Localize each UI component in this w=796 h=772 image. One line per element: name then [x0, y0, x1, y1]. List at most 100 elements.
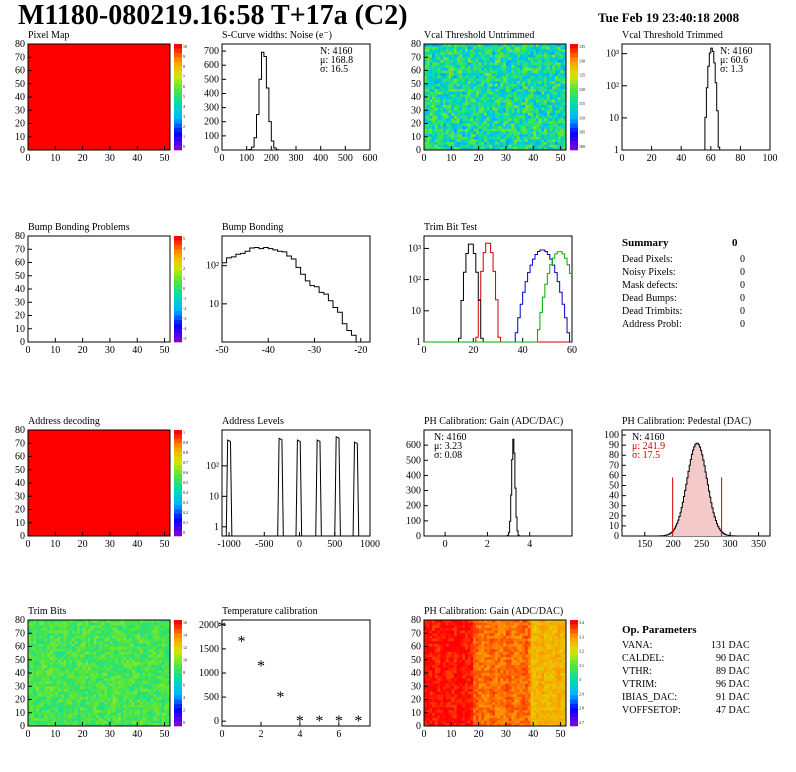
trim-bits-cell — [115, 691, 119, 695]
ph-gain-map-cell — [440, 715, 444, 719]
vcal-untrimmed-cell — [475, 65, 479, 69]
trim-bits-cell — [120, 649, 124, 653]
vcal-untrimmed-cell — [519, 54, 523, 58]
trim-bits-cell — [145, 649, 149, 653]
vcal-untrimmed-cell — [500, 49, 504, 53]
trim-bits-cell — [33, 620, 37, 623]
vcal-untrimmed-cell — [475, 97, 479, 100]
vcal-untrimmed-cell — [481, 59, 485, 63]
vcal-untrimmed-cell — [495, 115, 499, 119]
vcal-untrimmed-cell — [503, 107, 507, 111]
trim-bits-cell — [161, 696, 165, 700]
trim-bits-cell — [79, 649, 83, 653]
trim-bits-cell — [150, 673, 154, 676]
ph-pedestal-ytick-label: 90 — [609, 440, 619, 451]
trim-bits-cell — [52, 667, 56, 671]
trim-bits-cell — [85, 620, 89, 623]
vcal-untrimmed-cell — [464, 54, 468, 58]
ph-gain-map-cell — [437, 638, 441, 642]
trim-bits-cell — [129, 662, 133, 666]
vcal-untrimmed-cell — [484, 86, 488, 90]
trim-bits-cell — [153, 643, 157, 647]
vcal-untrimmed-cell — [432, 89, 436, 92]
trim-bits-cell — [55, 625, 59, 629]
trim-bits-cell — [161, 688, 165, 692]
trim-bits-cell — [68, 720, 72, 724]
ph-gain-map-cell — [437, 651, 441, 655]
vcal-untrimmed-cell — [563, 73, 567, 77]
trim-bits-cell — [126, 715, 130, 719]
trim-bits-cell — [161, 651, 165, 655]
vcal-untrimmed-cell — [481, 112, 485, 116]
vcal-untrimmed-cell — [544, 86, 548, 90]
trim-bits-cell — [47, 643, 51, 647]
ph-pedestal-ytick-label: 70 — [609, 460, 619, 471]
vcal-untrimmed-cell — [495, 86, 499, 90]
trim-bits-cell — [82, 710, 86, 714]
vcal-untrimmed-cell — [525, 59, 529, 63]
trim-bits-cell — [58, 633, 62, 637]
vcal-untrimmed-cell — [560, 49, 564, 53]
trim-bits-cell — [28, 635, 32, 639]
vcal-untrimmed-cell — [451, 99, 455, 103]
trim-bits-cell — [49, 707, 53, 711]
vcal-untrimmed-cell — [555, 51, 559, 55]
trim-bits-cell — [153, 641, 157, 645]
vcal-untrimmed-cell — [451, 115, 455, 119]
trim-bits-cell — [63, 622, 67, 626]
vcal-untrimmed-cell — [549, 51, 553, 55]
trim-bits-cell — [118, 633, 122, 637]
trim-bits-cell — [142, 699, 146, 703]
trim-bits-cell — [112, 680, 116, 684]
vcal-untrimmed-cell — [535, 49, 539, 53]
vcal-untrimmed-cell — [481, 54, 485, 58]
vcal-untrimmed-cell — [443, 99, 447, 103]
vcal-untrimmed-cell — [475, 126, 479, 130]
trim-bits-cell — [36, 694, 40, 698]
trim-bits-cell — [118, 680, 122, 684]
trim-bits-cell — [156, 675, 160, 679]
trim-bits-palette-tick: 2 — [183, 708, 185, 713]
trim-bits-cell — [77, 665, 81, 668]
vcal-untrimmed-cell — [533, 59, 537, 63]
vcal-untrimmed-cell — [429, 115, 433, 119]
vcal-untrimmed-cell — [451, 104, 455, 108]
vcal-untrimmed-cell — [522, 44, 526, 47]
trim-bits-cell — [93, 710, 97, 714]
pixel-map-palette-band — [174, 97, 182, 102]
trim-bits-cell — [148, 627, 152, 631]
vcal-untrimmed-cell — [563, 123, 567, 127]
vcal-untrimmed-cell — [467, 120, 471, 124]
ph-pedestal-xtick-label: 200 — [666, 539, 681, 550]
vcal-untrimmed-cell — [456, 104, 460, 108]
vcal-untrimmed-cell — [473, 59, 477, 63]
trim-bits-cell — [85, 649, 89, 653]
ph-gain-map-cell — [429, 720, 433, 724]
trim-bits-cell — [126, 646, 130, 650]
trim-bits-cell — [93, 657, 97, 661]
vcal-trimmed-xtick-label: 60 — [706, 153, 716, 164]
vcal-untrimmed-cell — [470, 131, 474, 135]
trim-bits-cell — [49, 630, 53, 634]
vcal-untrimmed-cell — [424, 118, 428, 122]
vcal-untrimmed-cell — [445, 49, 449, 53]
vcal-untrimmed-cell — [475, 123, 479, 127]
vcal-untrimmed-cell — [552, 94, 556, 98]
address-decoding-palette-band — [174, 474, 182, 479]
vcal-untrimmed-cell — [511, 57, 515, 61]
vcal-untrimmed-cell — [489, 83, 493, 87]
vcal-untrimmed-cell — [443, 131, 447, 135]
trim-bits-cell — [99, 699, 103, 703]
vcal-untrimmed-cell — [514, 81, 518, 85]
trim-bits-cell — [134, 704, 138, 708]
trim-bits-cell — [47, 720, 51, 724]
trim-bits-cell — [90, 673, 94, 676]
vcal-untrimmed-cell — [519, 136, 523, 140]
trim-bits-cell — [30, 704, 34, 708]
trim-bits-cell — [68, 673, 72, 676]
vcal-untrimmed-cell — [475, 131, 479, 135]
vcal-untrimmed-cell — [473, 115, 477, 119]
trim-bits-cell — [153, 723, 157, 727]
vcal-untrimmed-cell — [560, 73, 564, 77]
vcal-untrimmed-palette-tick: 125 — [579, 73, 585, 78]
